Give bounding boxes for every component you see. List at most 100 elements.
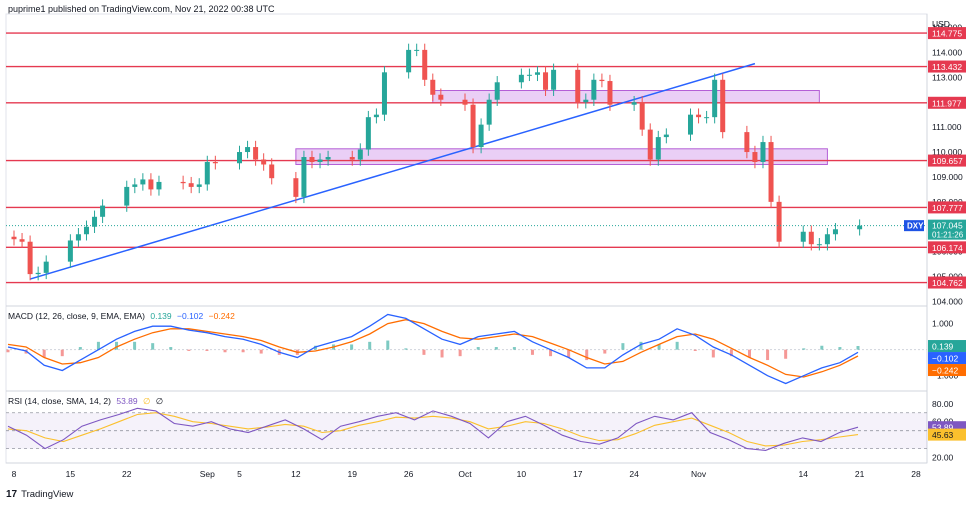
candle-body[interactable] bbox=[43, 261, 49, 273]
candle-body[interactable] bbox=[406, 49, 412, 73]
rsi-ma-line[interactable] bbox=[7, 412, 859, 447]
candle-body[interactable] bbox=[180, 181, 186, 184]
candle-body[interactable] bbox=[301, 157, 307, 197]
macd-legend: MACD (12, 26, close, 9, EMA, EMA) 0.139 … bbox=[8, 311, 238, 321]
footer-brand[interactable]: 17 TradingView bbox=[6, 489, 73, 500]
candle-body[interactable] bbox=[696, 114, 702, 118]
candle-body[interactable] bbox=[776, 201, 782, 242]
candle-body[interactable] bbox=[639, 102, 645, 130]
candle-body[interactable] bbox=[365, 117, 371, 150]
candle-body[interactable] bbox=[373, 114, 379, 118]
candle-body[interactable] bbox=[551, 69, 557, 90]
candle-body[interactable] bbox=[591, 79, 597, 100]
candle-body[interactable] bbox=[768, 142, 774, 202]
candle-body[interactable] bbox=[462, 99, 468, 105]
candle-body[interactable] bbox=[816, 244, 822, 246]
candle-body[interactable] bbox=[760, 142, 766, 162]
candle-body[interactable] bbox=[357, 149, 363, 160]
candle-body[interactable] bbox=[11, 236, 17, 240]
macd-line[interactable] bbox=[7, 313, 859, 385]
candle-body[interactable] bbox=[655, 137, 661, 160]
candle-body[interactable] bbox=[83, 226, 89, 235]
candle-body[interactable] bbox=[212, 162, 218, 164]
rsi-tick-label: 80.00 bbox=[932, 399, 954, 409]
candle-body[interactable] bbox=[478, 124, 484, 148]
candle-body[interactable] bbox=[156, 181, 162, 190]
candle-body[interactable] bbox=[422, 49, 428, 80]
candle-body[interactable] bbox=[253, 147, 259, 160]
candle-body[interactable] bbox=[575, 69, 581, 103]
candle-body[interactable] bbox=[663, 134, 669, 138]
candle-body[interactable] bbox=[599, 79, 605, 82]
candle-body[interactable] bbox=[325, 157, 331, 160]
candle-body[interactable] bbox=[720, 79, 726, 133]
candle-body[interactable] bbox=[800, 231, 806, 242]
tradingview-logo-icon: 17 bbox=[6, 489, 18, 500]
candle-body[interactable] bbox=[293, 178, 299, 197]
candle-body[interactable] bbox=[237, 152, 242, 164]
candle-body[interactable] bbox=[317, 159, 323, 162]
candle-body[interactable] bbox=[27, 241, 33, 275]
candle-body[interactable] bbox=[124, 186, 130, 206]
candle-body[interactable] bbox=[75, 234, 81, 241]
candle-body[interactable] bbox=[543, 72, 549, 90]
time-tick-label: Oct bbox=[458, 469, 472, 479]
rsi-ma-value-tag-label: 45.63 bbox=[932, 430, 954, 440]
candle-body[interactable] bbox=[35, 272, 41, 275]
candle-body[interactable] bbox=[140, 179, 146, 185]
level-price-label: 111.977 bbox=[932, 98, 962, 108]
level-price-tag bbox=[928, 96, 966, 109]
macd-histogram-bar bbox=[78, 347, 82, 350]
candle-body[interactable] bbox=[647, 129, 653, 160]
candle-body[interactable] bbox=[494, 82, 500, 100]
candle-body[interactable] bbox=[744, 132, 750, 153]
candle-body[interactable] bbox=[204, 162, 210, 185]
candle-body[interactable] bbox=[245, 147, 251, 153]
candle-body[interactable] bbox=[688, 114, 693, 135]
candle-body[interactable] bbox=[148, 179, 154, 190]
macd-histogram-bar bbox=[133, 341, 137, 350]
publisher-header: puprime1 published on TradingView.com, N… bbox=[8, 4, 275, 14]
candle-body[interactable] bbox=[526, 74, 532, 76]
macd-histogram-bar bbox=[729, 349, 733, 357]
candle-body[interactable] bbox=[486, 99, 492, 125]
candle-body[interactable] bbox=[518, 74, 524, 83]
candle-body[interactable] bbox=[132, 184, 138, 187]
candle-body[interactable] bbox=[470, 104, 476, 148]
candle-body[interactable] bbox=[752, 152, 758, 162]
time-tick-label: 22 bbox=[122, 469, 132, 479]
candle-body[interactable] bbox=[607, 81, 613, 105]
candle-body[interactable] bbox=[704, 117, 710, 119]
candle-body[interactable] bbox=[832, 229, 838, 235]
candle-body[interactable] bbox=[261, 159, 267, 165]
candle-body[interactable] bbox=[92, 216, 98, 227]
candle-body[interactable] bbox=[824, 234, 830, 245]
candle-body[interactable] bbox=[381, 72, 387, 115]
candle-body[interactable] bbox=[414, 49, 420, 51]
candle-body[interactable] bbox=[67, 240, 73, 262]
candle-body[interactable] bbox=[438, 94, 444, 100]
candle-body[interactable] bbox=[808, 231, 814, 245]
macd-value-tag bbox=[928, 364, 966, 377]
candle-body[interactable] bbox=[712, 79, 718, 118]
candle-body[interactable] bbox=[100, 205, 106, 217]
candle-body[interactable] bbox=[188, 183, 194, 187]
macd-histogram-bar bbox=[711, 349, 715, 358]
macd-signal-line[interactable] bbox=[7, 319, 859, 378]
macd-histogram-bar bbox=[856, 346, 860, 350]
candle-body[interactable] bbox=[196, 184, 202, 187]
candle-body[interactable] bbox=[349, 157, 355, 160]
macd-value-tag-label: −0.102 bbox=[932, 354, 959, 364]
candle-body[interactable] bbox=[534, 72, 540, 75]
candle-body[interactable] bbox=[19, 239, 25, 242]
symbol-label: DXY bbox=[907, 222, 924, 231]
rsi-line[interactable] bbox=[7, 407, 859, 451]
macd-histogram-bar bbox=[512, 347, 516, 350]
candle-body[interactable] bbox=[857, 225, 863, 230]
candle-body[interactable] bbox=[430, 79, 436, 95]
candle-body[interactable] bbox=[269, 164, 275, 179]
candle-body[interactable] bbox=[631, 102, 637, 105]
candle-body[interactable] bbox=[309, 157, 315, 162]
candle-body[interactable] bbox=[583, 99, 589, 103]
